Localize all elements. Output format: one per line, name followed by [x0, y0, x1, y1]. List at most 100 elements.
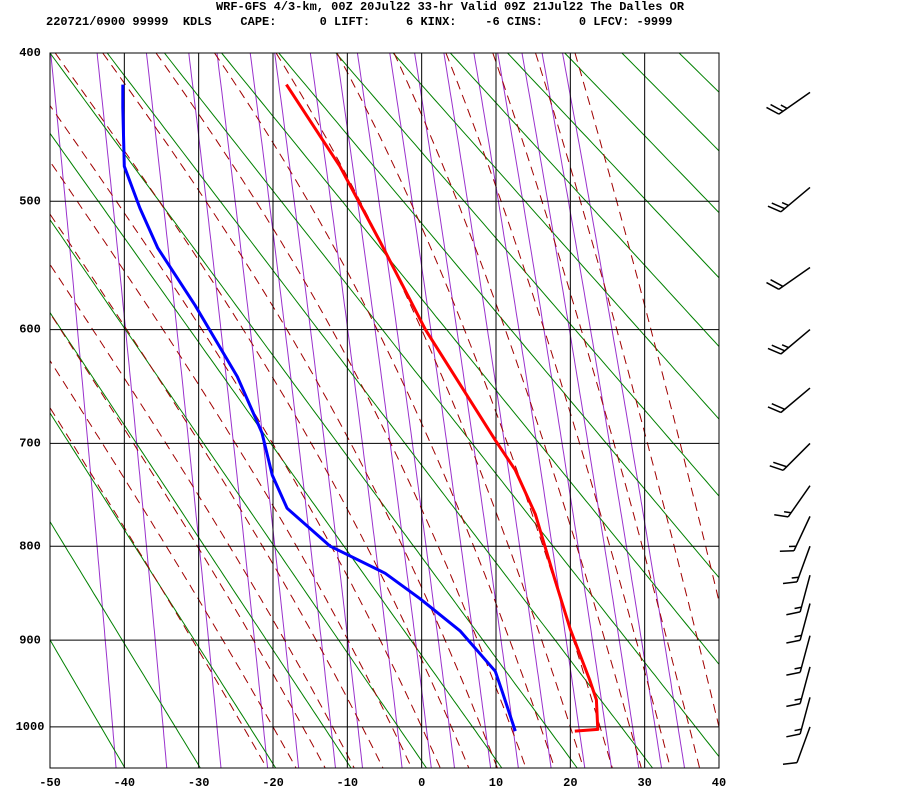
wind-barb [781, 201, 789, 207]
mixing-ratio-line [521, 53, 640, 768]
wind-barb [774, 514, 789, 518]
wind-staff [780, 186, 811, 213]
moist-adiabat [50, 213, 384, 768]
wind-barb [767, 406, 782, 414]
profile-line [121, 84, 517, 732]
dry-adiabat [50, 53, 578, 768]
dry-adiabat [335, 53, 719, 497]
y-tick-label: 600 [19, 323, 41, 337]
dry-adiabat [106, 53, 653, 768]
wind-staff [799, 697, 811, 735]
wind-staff [778, 91, 811, 115]
y-tick-label: 900 [19, 633, 41, 647]
wind-staff [778, 266, 811, 290]
mixing-ratio-line [562, 53, 685, 768]
wind-barbs [786, 666, 802, 676]
x-tick-label: -50 [39, 776, 61, 790]
x-tick-label: -30 [188, 776, 210, 790]
wind-barb [786, 639, 801, 644]
wind-staff [782, 442, 811, 471]
wind-staff [796, 726, 811, 763]
moist-adiabat [50, 359, 297, 768]
moist-adiabat [155, 53, 527, 768]
mixing-ratio-line [145, 53, 222, 768]
dry-adiabat [736, 53, 900, 768]
x-tick-label: -10 [337, 776, 359, 790]
mixing-ratio-line [356, 53, 455, 768]
dry-adiabat [564, 53, 719, 214]
wind-barb [767, 205, 782, 213]
moist-adiabat [574, 53, 719, 604]
wind-barb [781, 344, 789, 349]
dry-adiabat [678, 53, 719, 93]
moist-adiabat [275, 53, 584, 768]
wind-barb [780, 104, 788, 110]
moist-adiabat [535, 53, 719, 730]
wind-barbs [782, 576, 799, 585]
wind-staff [799, 666, 811, 704]
mixing-ratio-line [414, 53, 519, 768]
wind-staff [793, 516, 811, 552]
wind-barb [783, 510, 792, 514]
profile-line [285, 83, 600, 733]
wind-barb [770, 279, 784, 288]
mixing-ratio-line [216, 53, 300, 768]
wind-barbs [769, 461, 787, 472]
wind-staff [799, 575, 811, 613]
mixing-ratio-line [249, 53, 336, 768]
moist-adiabat [50, 160, 413, 768]
dry-adiabat [851, 53, 900, 768]
wind-barbs [766, 279, 784, 290]
chart-title: WRF-GFS 4/3-km, 00Z 20Jul22 33-hr Valid … [216, 0, 685, 14]
y-tick-label: 1000 [16, 720, 45, 734]
dry-adiabat [507, 53, 719, 279]
moist-adiabat [50, 312, 326, 768]
x-tick-label: -20 [262, 776, 284, 790]
dry-adiabat [50, 638, 126, 768]
x-tick-label: 0 [418, 776, 425, 790]
wind-barbs [782, 761, 798, 765]
wind-barb [771, 402, 786, 410]
wind-barb [786, 671, 801, 676]
wind-barbs [779, 545, 797, 552]
dry-adiabat [621, 53, 719, 152]
wind-barb [766, 281, 780, 290]
mixing-ratio-line [389, 53, 492, 768]
x-tick-label: 40 [712, 776, 726, 790]
wind-barb [771, 344, 786, 352]
wind-barbs [786, 634, 802, 644]
wind-staff [787, 485, 811, 518]
plot-frame [49, 52, 720, 769]
moist-adiabat [445, 53, 671, 768]
mixing-ratio-line [96, 53, 168, 768]
wind-barb [794, 728, 802, 732]
wind-barbs [767, 402, 786, 414]
mixing-ratio-line [473, 53, 586, 768]
wind-staff [780, 328, 811, 355]
moist-adiabat [50, 406, 268, 768]
wind-staff [799, 603, 811, 641]
wind-barb [770, 103, 784, 112]
moist-adiabat [214, 53, 556, 768]
dry-adiabat [794, 53, 900, 768]
y-tick-label: 400 [19, 46, 41, 60]
wind-barb [794, 698, 802, 701]
mixing-ratio-line [497, 53, 612, 768]
x-tick-label: 10 [489, 776, 503, 790]
mixing-ratio-line [188, 53, 269, 768]
dry-adiabat [449, 53, 719, 348]
x-tick-label: -40 [114, 776, 136, 790]
wind-staff [799, 635, 811, 673]
wind-barbs [767, 201, 789, 213]
moist-adiabat [393, 53, 642, 768]
wind-barb [782, 761, 798, 765]
wind-barb [771, 202, 786, 210]
wind-staff [796, 545, 811, 583]
wind-barbs [774, 510, 792, 518]
wind-barb [794, 634, 802, 638]
wind-barb [794, 606, 802, 610]
wind-barb [773, 461, 787, 468]
chart-subtitle: 220721/0900 99999 KDLS CAPE: 0 LIFT: 6 K… [46, 15, 673, 29]
wind-barb [782, 581, 798, 585]
